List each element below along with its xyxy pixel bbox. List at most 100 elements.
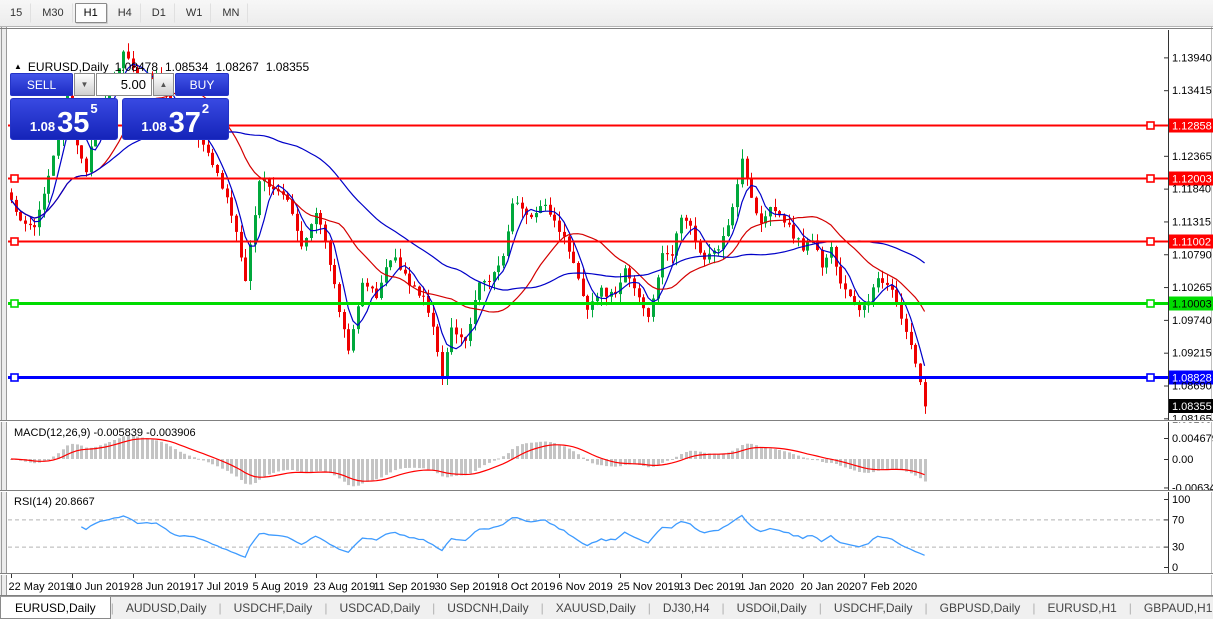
tab-separator: | <box>540 601 544 615</box>
timeframe-button-m30[interactable]: M30 <box>33 3 73 23</box>
ohlc-open: 1.08478 <box>114 60 158 74</box>
svg-text:1.10003: 1.10003 <box>1172 299 1212 311</box>
sell-quote-button[interactable]: 1.08 35 5 <box>10 98 118 140</box>
chart-symbol-label: EURUSD,Daily <box>27 60 109 74</box>
price-tick-label: 1.10265 <box>1172 282 1212 294</box>
timeframe-button-15[interactable]: 15 <box>1 3 32 23</box>
tab-separator: | <box>1128 601 1132 615</box>
timeframe-button-d1[interactable]: D1 <box>143 3 175 23</box>
buy-price-base: 1.08 <box>141 119 167 134</box>
date-tick-label: 6 Nov 2019 <box>557 581 613 593</box>
sell-price-base: 1.08 <box>29 119 56 134</box>
date-tick-label: 20 Jan 2020 <box>801 581 862 593</box>
macd-axis-label: 0.00 <box>1172 454 1193 466</box>
date-tick-label: 7 Feb 2020 <box>862 581 918 593</box>
date-tick-label: 1 Jan 2020 <box>740 581 794 593</box>
chart-tab-usdcad-daily[interactable]: USDCAD,Daily <box>339 601 421 615</box>
lot-decrease-button[interactable]: ▼ <box>74 73 95 96</box>
date-tick-label: 17 Jul 2019 <box>192 581 249 593</box>
rsi-axis-label: 30 <box>1172 542 1184 554</box>
ohlc-high: 1.08534 <box>165 60 209 74</box>
tab-separator: | <box>432 601 436 615</box>
price-tick-label: 1.09740 <box>1172 315 1212 327</box>
tab-separator: | <box>218 601 222 615</box>
tab-separator: | <box>324 601 328 615</box>
date-tick-label: 11 Sep 2019 <box>374 581 436 593</box>
hline-1.11002[interactable]: 1.11002 <box>8 234 1213 249</box>
rsi-line <box>80 514 925 559</box>
ohlc-low: 1.08267 <box>215 60 259 74</box>
date-tick-label: 18 Oct 2019 <box>496 581 556 593</box>
price-tick-label: 1.09215 <box>1172 348 1212 360</box>
rsi-axis-label: 100 <box>1172 494 1190 506</box>
date-tick-label: 13 Dec 2019 <box>679 581 741 593</box>
svg-text:1.11002: 1.11002 <box>1172 237 1211 249</box>
chart-tab-xauusd-daily[interactable]: XAUUSD,Daily <box>555 601 636 615</box>
chart-tab-dj30-h4[interactable]: DJ30,H4 <box>662 601 710 615</box>
chart-tab-bar: EURUSD,Daily | AUDUSD,Daily | USDCHF,Daily | U… <box>0 596 1213 619</box>
lot-size-input[interactable]: 5.00 <box>96 73 152 96</box>
hline-1.12003[interactable]: 1.12003 <box>8 171 1213 186</box>
tab-separator: | <box>818 601 822 615</box>
lot-increase-button[interactable]: ▲ <box>153 73 174 96</box>
date-tick-label: 10 Jun 2019 <box>70 581 131 593</box>
tab-separator: | <box>1032 601 1036 615</box>
timeframe-button-mn[interactable]: MN <box>213 3 249 23</box>
date-tick-label: 25 Nov 2019 <box>618 581 680 593</box>
chart-tab-usdchf-daily[interactable]: USDCHF,Daily <box>233 601 313 615</box>
price-tick-label: 1.12365 <box>1172 151 1212 163</box>
price-tick-label: 1.08690 <box>1172 381 1212 393</box>
chart-tab-usdoil-daily[interactable]: USDOil,Daily <box>736 601 807 615</box>
svg-text:1.08355: 1.08355 <box>1172 401 1212 413</box>
price-tick-label: 1.11315 <box>1172 216 1211 228</box>
hline-1.08828[interactable]: 1.08828 <box>8 370 1213 385</box>
chart-title: ▲ EURUSD,Daily 1.08478 1.08534 1.08267 1… <box>14 60 309 74</box>
price-tick-label: 1.10790 <box>1172 249 1212 261</box>
chart-tab-gbpaud-h1[interactable]: GBPAUD,H1 <box>1143 601 1213 615</box>
rsi-axis-label: 70 <box>1172 514 1184 526</box>
svg-text:1.12858: 1.12858 <box>1172 121 1212 133</box>
date-tick-label: 22 May 2019 <box>9 581 73 593</box>
moving-average-20 <box>10 89 926 313</box>
hline-1.10003[interactable]: 1.10003 <box>8 296 1213 311</box>
price-tick-label: 1.11840 <box>1172 184 1211 196</box>
chart-tab-gbpusd-daily[interactable]: GBPUSD,Daily <box>939 601 1021 615</box>
one-click-trade-panel: SELL ▼ 5.00 ▲ BUY 1.08 35 5 1.08 37 2 <box>10 73 229 140</box>
macd-signal-line <box>10 438 925 482</box>
date-tick-label: 23 Aug 2019 <box>314 581 376 593</box>
chart-tab-eurusd-h1[interactable]: EURUSD,H1 <box>1047 601 1117 615</box>
buy-price-pips: 37 <box>168 107 201 140</box>
tab-separator: | <box>721 601 725 615</box>
price-tick-label: 1.13940 <box>1172 52 1212 64</box>
buy-quote-button[interactable]: 1.08 37 2 <box>121 98 229 140</box>
macd-indicator-label: MACD(12,26,9) -0.005839 -0.003906 <box>14 427 196 439</box>
chart-tab-usdcnh-daily[interactable]: USDCNH,Daily <box>447 601 529 615</box>
date-tick-label: 5 Aug 2019 <box>253 581 309 593</box>
buy-button[interactable]: BUY <box>175 73 229 96</box>
price-tick-label: 1.13415 <box>1172 85 1212 97</box>
sell-price-pips: 35 <box>57 107 90 140</box>
tab-separator: | <box>110 601 114 615</box>
buy-price-point: 2 <box>201 101 210 116</box>
rsi-indicator-label: RSI(14) 20.8667 <box>14 496 95 508</box>
chart-tab-audusd-daily[interactable]: AUDUSD,Daily <box>125 601 207 615</box>
chart-tab-usdchf-daily[interactable]: USDCHF,Daily <box>833 601 913 615</box>
sell-price-point: 5 <box>90 101 98 116</box>
rsi-axis-label: 0 <box>1172 562 1178 574</box>
chart-tab-eurusd-daily[interactable]: EURUSD,Daily <box>0 597 111 619</box>
macd-axis-label: 0.004679 <box>1172 433 1213 445</box>
tab-separator: | <box>924 601 928 615</box>
date-tick-label: 28 Jun 2019 <box>131 581 192 593</box>
chart-window: 1.12858 1.12003 1.11002 1.10003 1.08828 1.139… <box>0 27 1213 596</box>
current-price-label: 1.08355 <box>1169 399 1213 413</box>
timeframe-button-h4[interactable]: H4 <box>109 3 141 23</box>
timeframe-button-w1[interactable]: W1 <box>177 3 212 23</box>
timeframe-button-h1[interactable]: H1 <box>74 3 107 23</box>
tab-separator: | <box>647 601 651 615</box>
date-tick-label: 30 Sep 2019 <box>435 581 497 593</box>
timeframe-toolbar: 15 M30 H1 H4 D1 W1 MN <box>0 0 1213 27</box>
sell-button[interactable]: SELL <box>10 73 73 96</box>
ohlc-close: 1.08355 <box>265 60 310 74</box>
collapse-panel-icon[interactable]: ▲ <box>14 62 22 71</box>
svg-text:1.08828: 1.08828 <box>1172 373 1212 385</box>
